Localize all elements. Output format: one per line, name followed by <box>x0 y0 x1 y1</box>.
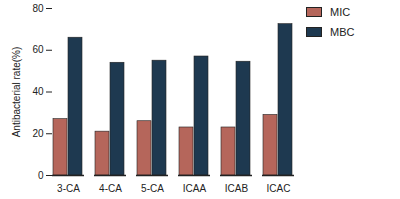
html-text:MIC: MIC <box>330 6 351 18</box>
svg-text:5-CA: 5-CA <box>141 183 164 194</box>
svg-text:0: 0 <box>38 170 44 181</box>
svg-text:4-CA: 4-CA <box>99 183 122 194</box>
svg-text:ICAB: ICAB <box>225 183 249 194</box>
svg-text:Antibacterial rate(%): Antibacterial rate(%) <box>11 47 22 138</box>
svg-text:20: 20 <box>32 128 44 139</box>
svg-text:3-CA: 3-CA <box>57 183 80 194</box>
svg-text:ICAC: ICAC <box>267 183 291 194</box>
svg-text:ICAA: ICAA <box>183 183 207 194</box>
html-text:MBC: MBC <box>330 26 355 38</box>
svg-text:80: 80 <box>32 3 44 14</box>
svg-text:60: 60 <box>32 44 44 55</box>
svg-text:40: 40 <box>32 86 44 97</box>
